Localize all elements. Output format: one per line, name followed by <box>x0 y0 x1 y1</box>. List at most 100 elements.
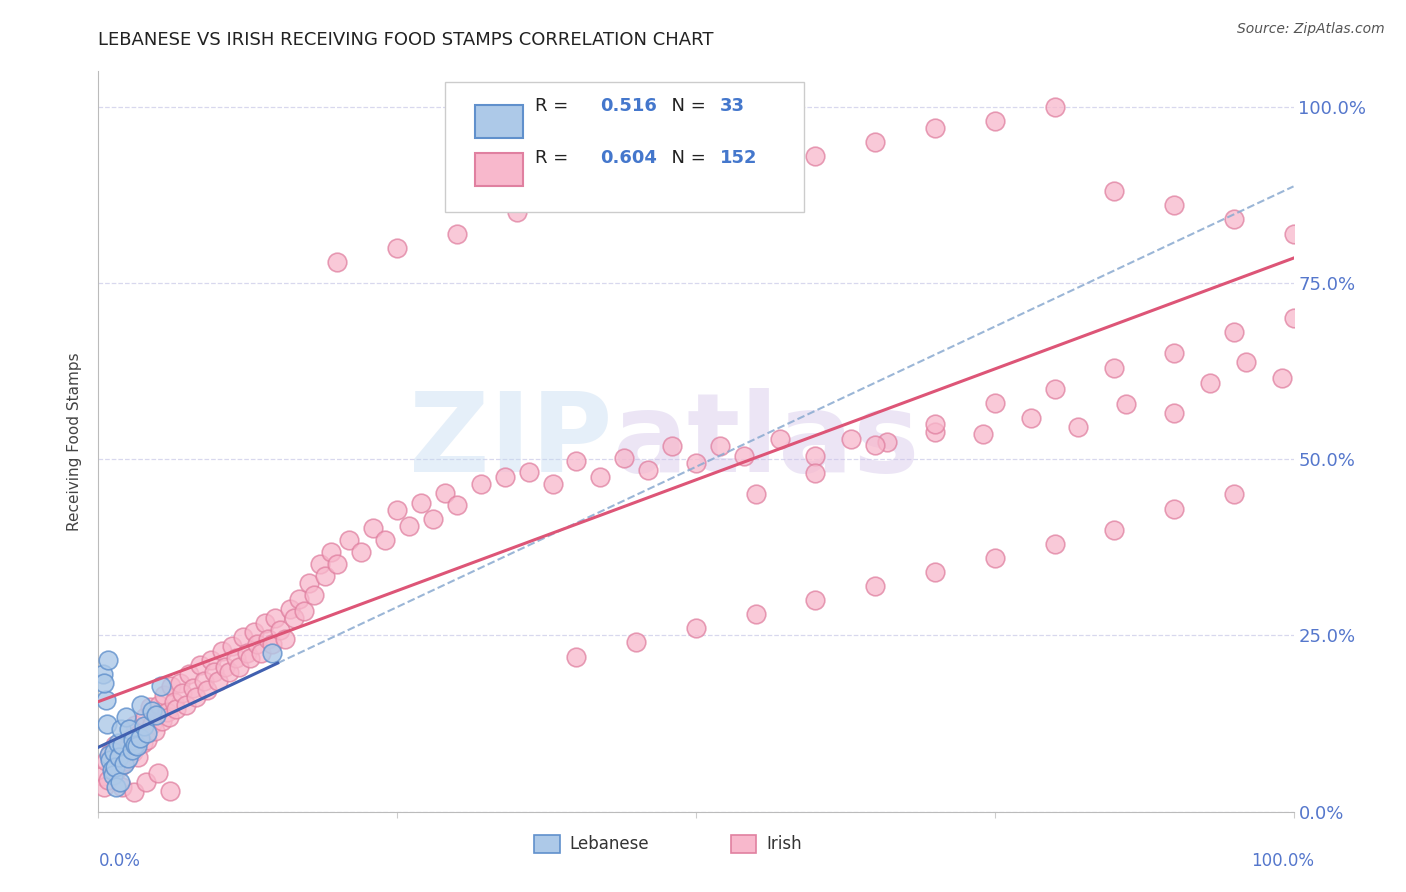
Y-axis label: Receiving Food Stamps: Receiving Food Stamps <box>67 352 83 531</box>
Point <box>260 646 283 660</box>
Point <box>186 690 208 705</box>
Point <box>141 704 163 718</box>
Point <box>129 725 152 739</box>
Point <box>984 550 1007 565</box>
Point <box>112 742 135 756</box>
Point <box>117 740 139 755</box>
Point <box>200 653 222 667</box>
Point <box>136 732 159 747</box>
Point <box>385 503 409 517</box>
Point <box>274 632 297 646</box>
Point <box>264 611 287 625</box>
Point <box>107 736 129 750</box>
Point <box>422 512 444 526</box>
Point <box>232 630 254 644</box>
Text: N =: N = <box>661 149 711 167</box>
Text: 0.604: 0.604 <box>600 149 657 167</box>
Text: 152: 152 <box>720 149 758 167</box>
Point <box>398 519 420 533</box>
Point <box>745 607 768 622</box>
Point <box>494 470 516 484</box>
Point <box>626 184 648 198</box>
Point <box>207 674 229 689</box>
Point <box>153 689 176 703</box>
Point <box>148 766 170 780</box>
Point <box>110 759 132 773</box>
Text: 0.516: 0.516 <box>600 97 657 115</box>
Point <box>1104 523 1126 537</box>
Point <box>339 533 361 548</box>
Point <box>565 649 588 664</box>
FancyBboxPatch shape <box>475 104 523 138</box>
Point <box>228 660 250 674</box>
Point <box>159 783 181 797</box>
Point <box>100 763 122 777</box>
Point <box>218 665 240 679</box>
Point <box>589 470 612 484</box>
Point <box>804 449 827 463</box>
Text: Source: ZipAtlas.com: Source: ZipAtlas.com <box>1237 22 1385 37</box>
Point <box>136 725 159 739</box>
Point <box>101 762 124 776</box>
Point <box>122 732 145 747</box>
Point <box>93 780 115 794</box>
Point <box>98 753 122 767</box>
Text: R =: R = <box>534 149 574 167</box>
FancyBboxPatch shape <box>475 153 523 186</box>
Point <box>93 676 115 690</box>
Point <box>1163 346 1185 360</box>
Point <box>134 709 156 723</box>
Point <box>288 591 311 606</box>
Point <box>984 113 1007 128</box>
Point <box>121 742 143 756</box>
Point <box>131 736 153 750</box>
Point <box>139 700 162 714</box>
Point <box>1271 371 1294 385</box>
Point <box>260 637 283 651</box>
FancyBboxPatch shape <box>446 82 804 212</box>
Point <box>685 456 707 470</box>
Point <box>865 438 887 452</box>
Point <box>112 756 135 771</box>
Point <box>127 749 149 764</box>
Point <box>135 775 157 789</box>
Point <box>98 747 121 762</box>
Point <box>1043 382 1066 396</box>
Point <box>865 135 887 149</box>
Point <box>269 623 291 637</box>
Text: Irish: Irish <box>766 835 801 853</box>
Point <box>1223 325 1246 339</box>
Text: atlas: atlas <box>613 388 920 495</box>
Point <box>181 681 204 696</box>
Point <box>411 496 433 510</box>
Point <box>302 588 325 602</box>
Point <box>104 738 127 752</box>
Point <box>211 644 233 658</box>
Point <box>1115 397 1137 411</box>
Point <box>98 746 122 760</box>
Point <box>101 768 124 782</box>
Point <box>1067 420 1090 434</box>
Point <box>363 521 385 535</box>
Point <box>804 593 827 607</box>
Point <box>685 170 707 185</box>
Point <box>179 667 201 681</box>
Point <box>131 698 153 712</box>
Point <box>163 695 186 709</box>
Text: ZIP: ZIP <box>409 388 613 495</box>
Point <box>1234 355 1257 369</box>
Point <box>157 709 180 723</box>
Point <box>1104 184 1126 198</box>
Point <box>148 698 170 712</box>
Point <box>446 227 468 241</box>
Point <box>239 651 262 665</box>
Point <box>924 417 946 431</box>
Point <box>124 785 146 799</box>
Point <box>1043 537 1066 551</box>
Point <box>292 604 315 618</box>
Point <box>94 754 117 768</box>
Point <box>446 498 468 512</box>
Point <box>626 635 648 649</box>
Point <box>103 745 125 759</box>
Point <box>1163 198 1185 212</box>
